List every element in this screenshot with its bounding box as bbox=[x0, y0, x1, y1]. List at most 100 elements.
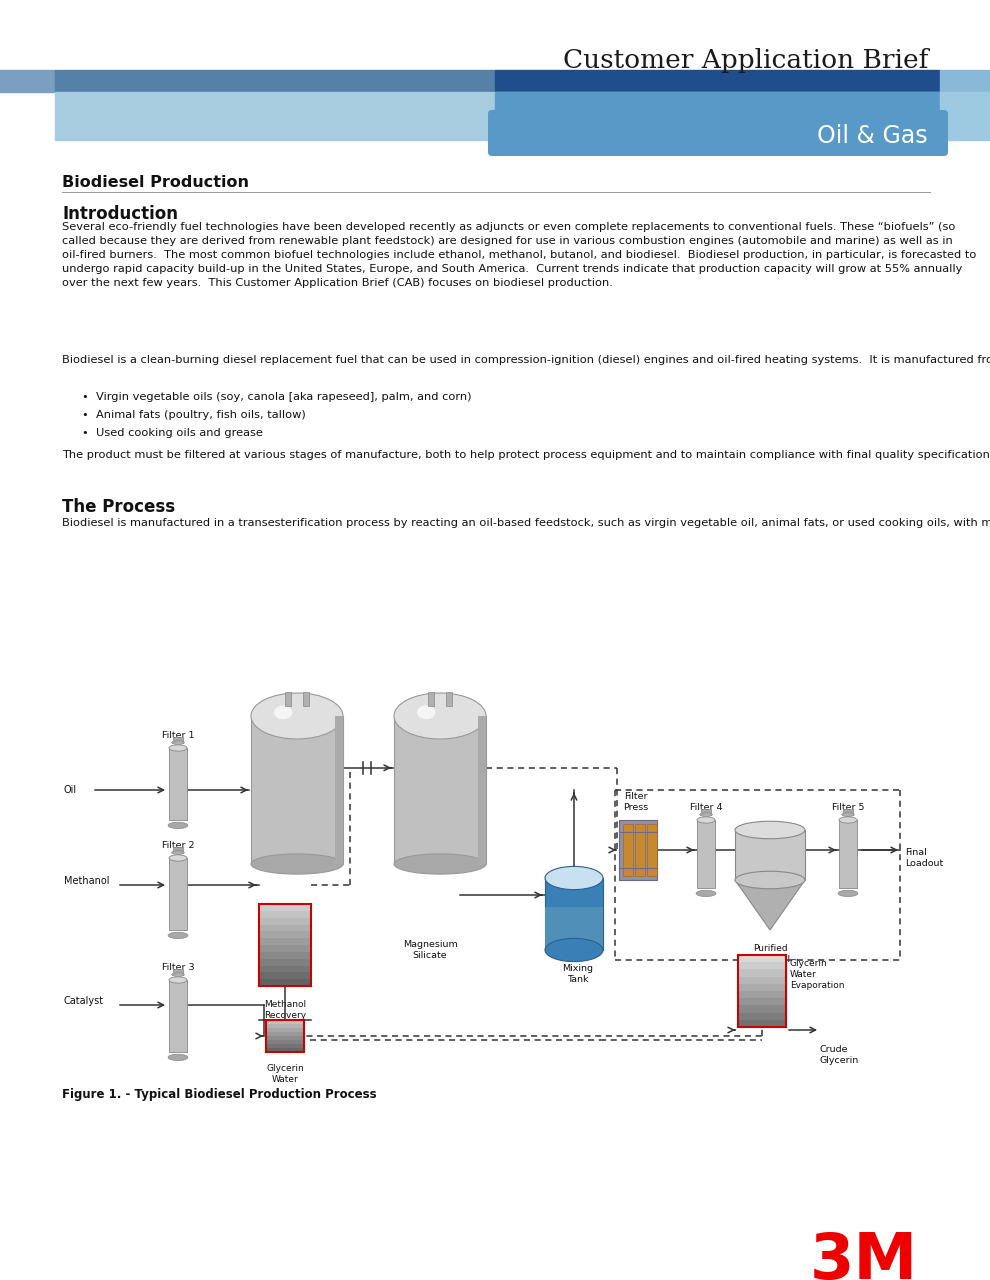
Ellipse shape bbox=[839, 891, 858, 896]
Bar bbox=[940, 70, 990, 92]
Bar bbox=[738, 1005, 786, 1012]
Text: •  Virgin vegetable oils (soy, canola [aka rapeseed], palm, and corn): • Virgin vegetable oils (soy, canola [ak… bbox=[82, 392, 471, 402]
Text: Several eco-friendly fuel technologies have been developed recently as adjuncts : Several eco-friendly fuel technologies h… bbox=[62, 221, 976, 288]
Text: Oil: Oil bbox=[64, 785, 77, 795]
Text: Final
Loadout: Final Loadout bbox=[905, 847, 943, 868]
Text: Glycerin
Water
Evaporation: Glycerin Water Evaporation bbox=[790, 959, 844, 991]
Bar bbox=[169, 858, 187, 931]
Bar bbox=[259, 904, 311, 986]
Bar bbox=[735, 829, 805, 881]
Bar bbox=[428, 692, 434, 707]
Bar bbox=[266, 1036, 304, 1039]
Text: Filter
Press: Filter Press bbox=[624, 792, 648, 812]
Text: Filter 2: Filter 2 bbox=[161, 841, 194, 850]
Bar bbox=[394, 716, 486, 864]
Ellipse shape bbox=[735, 872, 805, 888]
Bar bbox=[173, 737, 183, 742]
Bar bbox=[701, 809, 711, 814]
Ellipse shape bbox=[168, 822, 188, 828]
Bar bbox=[738, 977, 786, 984]
Ellipse shape bbox=[251, 692, 343, 739]
Ellipse shape bbox=[700, 813, 712, 817]
Ellipse shape bbox=[168, 1055, 188, 1061]
Bar bbox=[266, 1044, 304, 1048]
Bar bbox=[259, 904, 311, 911]
Bar bbox=[738, 969, 786, 977]
Text: Customer Application Brief: Customer Application Brief bbox=[562, 47, 928, 73]
Text: Introduction: Introduction bbox=[62, 205, 178, 223]
Bar bbox=[446, 692, 452, 707]
Bar bbox=[259, 938, 311, 945]
Bar bbox=[738, 998, 786, 1005]
Bar bbox=[259, 932, 311, 938]
Bar bbox=[266, 1048, 304, 1052]
Ellipse shape bbox=[735, 822, 805, 838]
Bar bbox=[266, 1032, 304, 1036]
Bar bbox=[738, 1020, 786, 1027]
FancyBboxPatch shape bbox=[488, 110, 948, 156]
Bar bbox=[55, 92, 940, 140]
Text: Reactor 2: Reactor 2 bbox=[415, 698, 465, 708]
Text: •  Used cooking oils and grease: • Used cooking oils and grease bbox=[82, 428, 263, 438]
Bar bbox=[259, 911, 311, 918]
Ellipse shape bbox=[394, 692, 486, 739]
Bar bbox=[839, 820, 857, 888]
Ellipse shape bbox=[251, 854, 343, 874]
Text: Mixing
Tank: Mixing Tank bbox=[562, 964, 593, 984]
Bar bbox=[545, 878, 603, 950]
Text: 3M: 3M bbox=[810, 1230, 918, 1280]
Text: Crude
Glycerin: Crude Glycerin bbox=[820, 1044, 859, 1065]
Bar bbox=[738, 991, 786, 998]
Text: Figure 1. - Typical Biodiesel Production Process: Figure 1. - Typical Biodiesel Production… bbox=[62, 1088, 376, 1101]
Ellipse shape bbox=[545, 867, 603, 890]
Ellipse shape bbox=[171, 851, 184, 855]
Bar bbox=[259, 918, 311, 924]
Bar bbox=[266, 1020, 304, 1052]
Bar bbox=[940, 92, 990, 140]
Bar bbox=[259, 945, 311, 952]
Text: Oil & Gas: Oil & Gas bbox=[818, 124, 928, 148]
Ellipse shape bbox=[417, 705, 436, 719]
Text: Glycerin
Water: Glycerin Water bbox=[266, 1064, 304, 1084]
Text: The product must be filtered at various stages of manufacture, both to help prot: The product must be filtered at various … bbox=[62, 451, 990, 460]
Bar bbox=[545, 906, 603, 950]
Text: Purified
Biodiesel
Storage: Purified Biodiesel Storage bbox=[749, 945, 791, 975]
Ellipse shape bbox=[169, 855, 187, 861]
Text: Filter 3: Filter 3 bbox=[161, 963, 194, 972]
Bar bbox=[495, 92, 940, 140]
Polygon shape bbox=[735, 881, 805, 931]
Bar bbox=[738, 984, 786, 991]
Text: Reactor 1: Reactor 1 bbox=[272, 698, 322, 708]
Bar bbox=[303, 692, 309, 707]
Bar bbox=[842, 809, 853, 814]
Bar bbox=[266, 1020, 304, 1024]
Bar bbox=[285, 692, 291, 707]
Bar bbox=[738, 955, 786, 963]
Ellipse shape bbox=[545, 938, 603, 961]
Bar bbox=[0, 70, 55, 92]
Ellipse shape bbox=[169, 977, 187, 983]
Bar bbox=[266, 1039, 304, 1044]
Text: •  Animal fats (poultry, fish oils, tallow): • Animal fats (poultry, fish oils, tallo… bbox=[82, 410, 306, 420]
Text: The Process: The Process bbox=[62, 498, 175, 516]
Bar bbox=[259, 952, 311, 959]
Bar bbox=[647, 824, 657, 876]
Bar bbox=[169, 980, 187, 1052]
Bar bbox=[635, 824, 645, 876]
Ellipse shape bbox=[171, 973, 184, 977]
Bar bbox=[266, 1024, 304, 1028]
Ellipse shape bbox=[839, 817, 857, 823]
Ellipse shape bbox=[171, 741, 184, 745]
Bar bbox=[738, 955, 786, 1027]
Text: Catalyst: Catalyst bbox=[64, 996, 104, 1006]
Ellipse shape bbox=[842, 813, 854, 817]
Ellipse shape bbox=[394, 854, 486, 874]
Text: Methanol: Methanol bbox=[64, 876, 110, 886]
Bar bbox=[55, 70, 495, 92]
Bar bbox=[251, 716, 343, 864]
Text: Filter 4: Filter 4 bbox=[690, 803, 723, 812]
Ellipse shape bbox=[696, 891, 716, 896]
Ellipse shape bbox=[169, 745, 187, 751]
Bar bbox=[738, 1012, 786, 1020]
Bar bbox=[259, 979, 311, 986]
